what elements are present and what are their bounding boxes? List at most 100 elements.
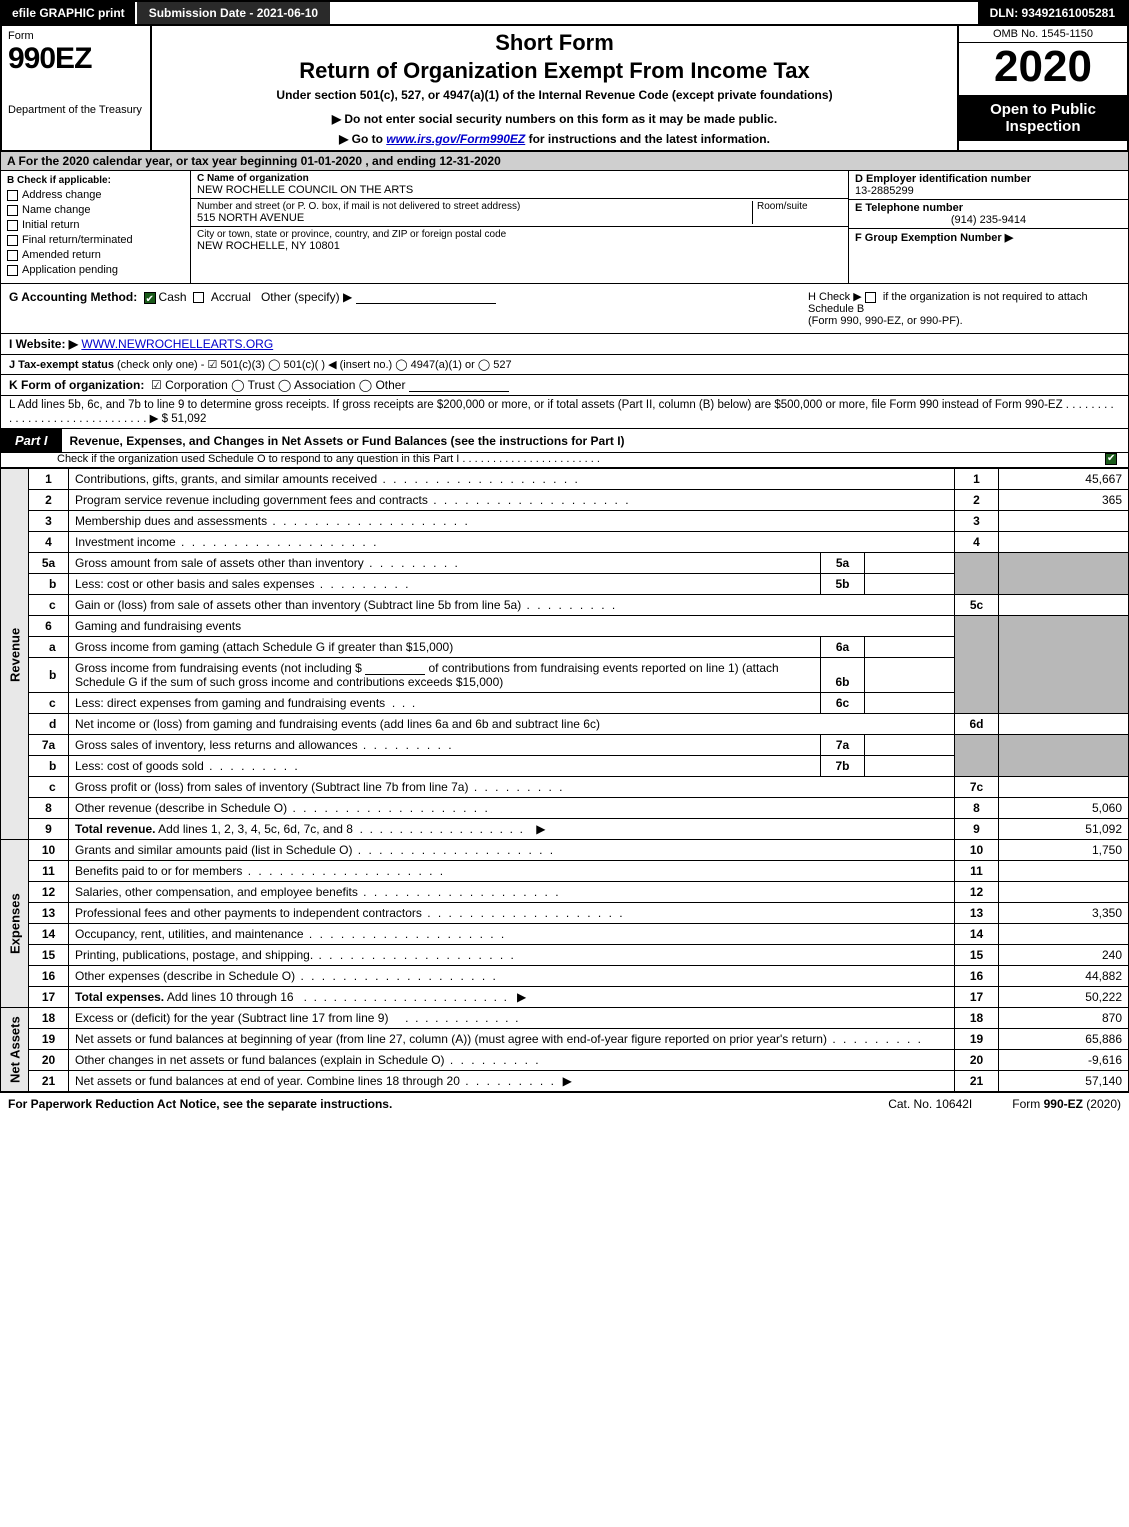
part-1-header: Part I Revenue, Expenses, and Changes in… xyxy=(0,429,1129,453)
chk-accrual[interactable] xyxy=(193,292,204,303)
inner-box-val xyxy=(865,756,955,777)
line-ref: 18 xyxy=(955,1008,999,1029)
line-num: 15 xyxy=(29,945,69,966)
line-num: 1 xyxy=(29,469,69,490)
top-bar: efile GRAPHIC print Submission Date - 20… xyxy=(0,0,1129,26)
part-1-sub-text: Check if the organization used Schedule … xyxy=(57,453,600,465)
schedule-o-checkbox[interactable] xyxy=(1102,453,1120,465)
line-desc: Gross sales of inventory, less returns a… xyxy=(69,735,821,756)
chk-final-return[interactable]: Final return/terminated xyxy=(7,234,184,246)
website-link[interactable]: WWW.NEWROCHELLEARTS.ORG xyxy=(81,337,273,351)
line-amount: 240 xyxy=(999,945,1129,966)
inner-box-label: 7b xyxy=(821,756,865,777)
c-name-label: C Name of organization xyxy=(197,173,842,184)
chk-amended-return[interactable]: Amended return xyxy=(7,249,184,261)
line-ref: 4 xyxy=(955,532,999,553)
grey-cell xyxy=(955,735,999,777)
other-specify-input[interactable] xyxy=(356,290,496,304)
line-num: 17 xyxy=(29,987,69,1008)
line-desc: Net assets or fund balances at end of ye… xyxy=(69,1071,955,1092)
org-name: NEW ROCHELLE COUNCIL ON THE ARTS xyxy=(197,184,842,196)
line-desc: Other changes in net assets or fund bala… xyxy=(69,1050,955,1071)
line-ref: 5c xyxy=(955,595,999,616)
line-desc: Less: direct expenses from gaming and fu… xyxy=(69,693,821,714)
line-desc: Professional fees and other payments to … xyxy=(69,903,955,924)
i-website-row: I Website: ▶ WWW.NEWROCHELLEARTS.ORG xyxy=(0,334,1129,355)
line-num: 3 xyxy=(29,511,69,532)
line-ref: 7c xyxy=(955,777,999,798)
line-num: a xyxy=(29,637,69,658)
h-schedule-b: H Check ▶ if the organization is not req… xyxy=(800,290,1120,327)
line-num: 20 xyxy=(29,1050,69,1071)
b-label: B Check if applicable: xyxy=(7,175,184,186)
line-num: 19 xyxy=(29,1029,69,1050)
inner-box-val xyxy=(865,735,955,756)
street-label: Number and street (or P. O. box, if mail… xyxy=(197,201,752,212)
line-amount: 1,750 xyxy=(999,840,1129,861)
revenue-side-label: Revenue xyxy=(1,469,29,840)
chk-label: Address change xyxy=(22,189,102,201)
f-group-exemption-label: F Group Exemption Number ▶ xyxy=(855,231,1122,244)
line-ref: 9 xyxy=(955,819,999,840)
chk-label: Final return/terminated xyxy=(22,234,133,246)
line-num: 11 xyxy=(29,861,69,882)
accrual-label: Accrual xyxy=(211,290,251,304)
section-c-address: C Name of organization NEW ROCHELLE COUN… xyxy=(191,171,848,283)
treasury-dept: Department of the Treasury xyxy=(8,104,144,116)
inner-box-val xyxy=(865,693,955,714)
chk-initial-return[interactable]: Initial return xyxy=(7,219,184,231)
header-right: OMB No. 1545-1150 2020 Open to Public In… xyxy=(957,26,1127,150)
line-num: c xyxy=(29,693,69,714)
line-amount: 5,060 xyxy=(999,798,1129,819)
omb-number: OMB No. 1545-1150 xyxy=(959,26,1127,43)
line-desc: Other expenses (describe in Schedule O) xyxy=(69,966,955,987)
line-desc: Gaming and fundraising events xyxy=(69,616,955,637)
goto-prefix: ▶ Go to xyxy=(339,132,386,146)
line-num: 2 xyxy=(29,490,69,511)
line-ref: 14 xyxy=(955,924,999,945)
line-desc: Grants and similar amounts paid (list in… xyxy=(69,840,955,861)
cash-label: Cash xyxy=(159,290,187,304)
line-num: c xyxy=(29,595,69,616)
line-num: 5a xyxy=(29,553,69,574)
chk-name-change[interactable]: Name change xyxy=(7,204,184,216)
line-amount: 3,350 xyxy=(999,903,1129,924)
line-desc: Program service revenue including govern… xyxy=(69,490,955,511)
line-num: 9 xyxy=(29,819,69,840)
grey-cell xyxy=(999,735,1129,777)
efile-print-button[interactable]: efile GRAPHIC print xyxy=(2,2,137,24)
line-desc: Total expenses. Add lines 10 through 16 … xyxy=(69,987,955,1008)
line-desc: Total revenue. Add lines 1, 2, 3, 4, 5c,… xyxy=(69,819,955,840)
line-amount xyxy=(999,924,1129,945)
inner-box-label: 5b xyxy=(821,574,865,595)
k-other-input[interactable] xyxy=(409,378,509,392)
inner-box-label: 6a xyxy=(821,637,865,658)
dln-label: DLN: 93492161005281 xyxy=(978,2,1127,24)
line-ref: 15 xyxy=(955,945,999,966)
j-options: (check only one) - ☑ 501(c)(3) ◯ 501(c)(… xyxy=(117,359,512,371)
chk-label: Name change xyxy=(22,204,91,216)
irs-link[interactable]: www.irs.gov/Form990EZ xyxy=(386,132,525,146)
chk-h[interactable] xyxy=(865,292,876,303)
catalog-number: Cat. No. 10642I xyxy=(848,1097,1012,1111)
line-ref: 12 xyxy=(955,882,999,903)
grey-cell xyxy=(955,616,999,714)
line-num: 4 xyxy=(29,532,69,553)
line-amount xyxy=(999,882,1129,903)
line-ref: 6d xyxy=(955,714,999,735)
g-accounting: G Accounting Method: Cash Accrual Other … xyxy=(9,290,800,327)
line-desc: Membership dues and assessments xyxy=(69,511,955,532)
chk-address-change[interactable]: Address change xyxy=(7,189,184,201)
ein-value: 13-2885299 xyxy=(855,185,1122,197)
line-ref: 8 xyxy=(955,798,999,819)
line-desc: Excess or (deficit) for the year (Subtra… xyxy=(69,1008,955,1029)
chk-cash[interactable] xyxy=(144,292,156,304)
line-amount: 50,222 xyxy=(999,987,1129,1008)
part-1-table: Revenue 1 Contributions, gifts, grants, … xyxy=(0,468,1129,1092)
title-return: Return of Organization Exempt From Incom… xyxy=(160,58,949,84)
chk-application-pending[interactable]: Application pending xyxy=(7,264,184,276)
line-num: 21 xyxy=(29,1071,69,1092)
line-desc: Less: cost of goods sold xyxy=(69,756,821,777)
section-d-e-f: D Employer identification number 13-2885… xyxy=(848,171,1128,283)
grey-cell xyxy=(999,616,1129,714)
